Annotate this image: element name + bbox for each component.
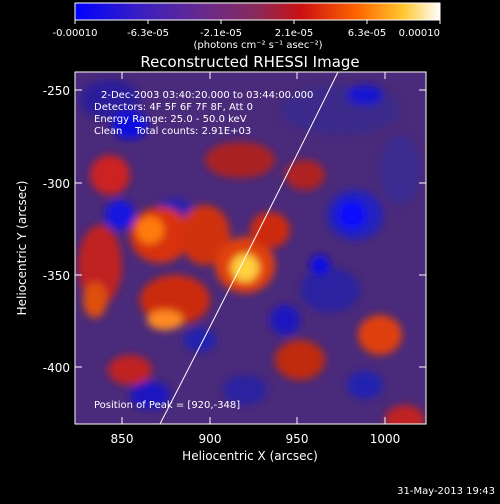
colorbar-tick-label: -0.00010 (53, 28, 98, 39)
y-axis-ticks (75, 89, 426, 368)
solar-limb-line (159, 72, 339, 424)
y-tick-label: -250 (43, 84, 70, 98)
y-tick-label: -350 (43, 269, 70, 283)
energy-range-text: Energy Range: 25.0 - 50.0 keV (94, 114, 247, 125)
x-tick-label: 850 (111, 432, 134, 446)
clean-counts-text: Clean Total counts: 2.91E+03 (94, 126, 251, 137)
x-tick-label: 950 (286, 432, 309, 446)
time-range-text: 2-Dec-2003 03:40:20.000 to 03:44:00.000 (101, 90, 313, 101)
y-tick-label: -300 (43, 177, 70, 191)
footer-timestamp: 31-May-2013 19:43 (397, 486, 495, 497)
colorbar-tick-label: 0.00010 (399, 28, 440, 39)
x-tick-label: 900 (199, 432, 222, 446)
figure-title: Reconstructed RHESSI Image (140, 53, 359, 71)
y-axis-title: Heliocentric Y (arcsec) (15, 181, 29, 316)
colorbar (75, 3, 440, 20)
colorbar-ticks (74, 20, 441, 24)
x-tick-label: 1000 (370, 432, 401, 446)
colorbar-unit-label: (photons cm⁻² s⁻¹ asec⁻²) (193, 40, 322, 51)
colorbar-tick-label: -6.3e-05 (127, 28, 169, 39)
colorbar-tick-label: -2.1e-05 (200, 28, 242, 39)
x-axis-title: Heliocentric X (arcsec) (182, 449, 318, 463)
x-axis-ticks (121, 72, 386, 424)
colorbar-tick-label: 6.3e-05 (348, 28, 386, 39)
colorbar-tick-label: 2.1e-05 (275, 28, 313, 39)
peak-position-text: Position of Peak = [920,-348] (94, 400, 240, 411)
y-tick-label: -400 (43, 361, 70, 375)
detectors-text: Detectors: 4F 5F 6F 7F 8F, Att 0 (94, 102, 253, 113)
reconstructed-image (75, 72, 426, 424)
